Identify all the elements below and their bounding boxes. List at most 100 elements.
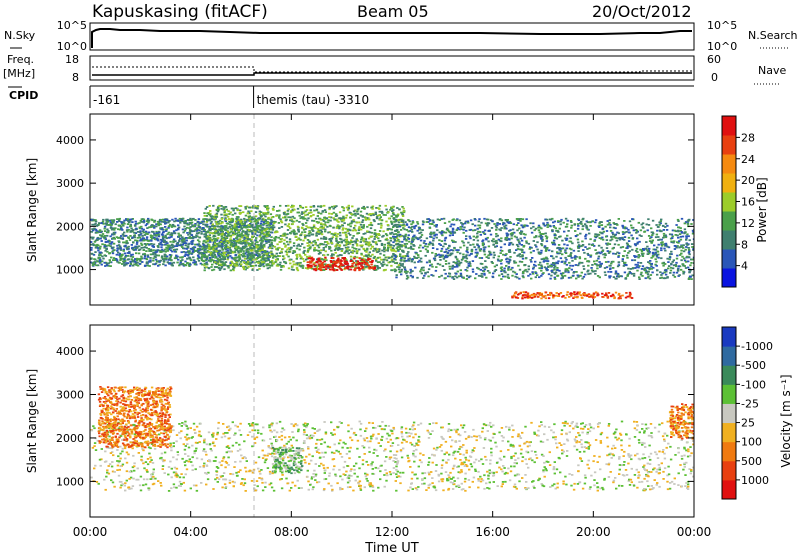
range-gate-cell: [598, 224, 601, 227]
range-gate-cell: [368, 224, 371, 226]
range-gate-cell: [147, 217, 150, 220]
range-gate-cell: [168, 257, 171, 260]
range-gate-cell: [268, 266, 271, 269]
range-gate-cell: [643, 267, 646, 270]
range-gate-cell: [205, 245, 208, 248]
range-gate-cell: [341, 264, 345, 267]
range-gate-cell: [489, 233, 493, 236]
range-gate-cell: [420, 234, 424, 236]
range-gate-cell: [170, 236, 173, 238]
range-gate-cell: [224, 264, 227, 267]
range-gate-cell: [457, 249, 460, 251]
range-gate-cell: [623, 231, 626, 234]
range-gate-cell: [636, 241, 639, 244]
range-gate-cell: [291, 215, 295, 218]
range-gate-cell: [299, 234, 303, 237]
range-gate-cell: [395, 262, 399, 265]
range-gate-cell: [381, 212, 384, 214]
range-gate-cell: [559, 220, 562, 223]
range-gate-cell: [248, 229, 251, 231]
range-gate-cell: [145, 238, 149, 240]
range-gate-cell: [195, 232, 199, 235]
range-gate-cell: [667, 261, 670, 263]
range-gate-cell: [122, 234, 126, 237]
range-gate-cell: [236, 218, 239, 221]
range-gate-cell: [380, 242, 384, 245]
range-gate-cell: [127, 229, 130, 231]
range-gate-cell: [145, 236, 149, 239]
range-gate-cell: [522, 276, 525, 279]
range-gate-cell: [134, 248, 137, 251]
range-gate-cell: [130, 258, 133, 261]
range-gate-cell: [91, 262, 94, 264]
range-gate-cell: [221, 243, 224, 245]
range-gate-cell: [250, 238, 253, 241]
range-gate-cell: [666, 224, 669, 227]
range-gate-cell: [93, 240, 97, 243]
range-gate-cell: [234, 263, 237, 266]
range-gate-cell: [500, 270, 503, 273]
range-gate-cell: [175, 248, 179, 251]
range-gate-cell: [244, 265, 247, 268]
range-gate-cell: [202, 230, 206, 233]
range-gate-cell: [550, 274, 553, 277]
range-gate-cell: [112, 246, 115, 249]
range-gate-cell: [619, 246, 623, 249]
range-gate-cell: [215, 245, 218, 248]
range-gate-cell: [130, 218, 133, 221]
range-gate-cell: [401, 221, 404, 223]
range-gate-cell: [111, 219, 114, 222]
range-gate-cell: [231, 239, 234, 242]
range-gate-cell: [259, 214, 262, 217]
range-gate-cell: [446, 227, 449, 230]
range-gate-cell: [442, 245, 445, 248]
range-gate-cell: [194, 219, 197, 221]
range-gate-cell: [229, 252, 232, 255]
range-gate-cell: [178, 263, 182, 266]
range-gate-cell: [546, 221, 549, 224]
range-gate-cell: [508, 260, 511, 263]
range-gate-cell: [688, 276, 691, 279]
range-gate-cell: [494, 225, 498, 227]
range-gate-cell: [280, 265, 283, 267]
range-gate-cell: [314, 269, 318, 272]
range-gate-cell: [242, 211, 245, 214]
range-gate-cell: [266, 212, 269, 215]
range-gate-cell: [266, 209, 269, 211]
nave-trace: [92, 66, 692, 73]
range-gate-cell: [115, 253, 118, 256]
range-gate-cell: [249, 246, 252, 249]
range-gate-cell: [682, 244, 685, 247]
range-gate-cell: [463, 226, 466, 229]
range-gate-cell: [390, 221, 393, 224]
range-gate-cell: [129, 263, 133, 266]
range-gate-cell: [545, 248, 548, 251]
range-gate-cell: [216, 237, 220, 239]
range-gate-cell: [111, 237, 114, 240]
range-gate-cell: [652, 232, 655, 235]
range-gate-cell: [204, 207, 207, 210]
range-gate-cell: [673, 248, 677, 250]
range-gate-cell: [274, 231, 277, 234]
range-gate-cell: [371, 205, 375, 208]
range-gate-cell: [662, 229, 665, 231]
range-gate-cell: [188, 252, 191, 254]
range-gate-cell: [145, 262, 148, 265]
range-gate-cell: [258, 210, 261, 213]
range-gate-cell: [239, 234, 243, 237]
range-gate-cell: [403, 238, 406, 241]
range-gate-cell: [299, 245, 302, 247]
range-gate-cell: [459, 269, 462, 272]
range-gate-cell: [106, 240, 110, 243]
range-gate-cell: [427, 268, 431, 271]
range-gate-cell: [514, 275, 517, 278]
range-gate-cell: [364, 219, 368, 221]
range-gate-cell: [647, 224, 651, 226]
range-gate-cell: [117, 224, 120, 227]
range-gate-cell: [234, 229, 237, 232]
range-gate-cell: [449, 232, 453, 235]
range-gate-cell: [367, 244, 371, 246]
range-gate-cell: [152, 263, 155, 266]
range-gate-cell: [183, 264, 186, 266]
range-gate-cell: [224, 261, 228, 263]
